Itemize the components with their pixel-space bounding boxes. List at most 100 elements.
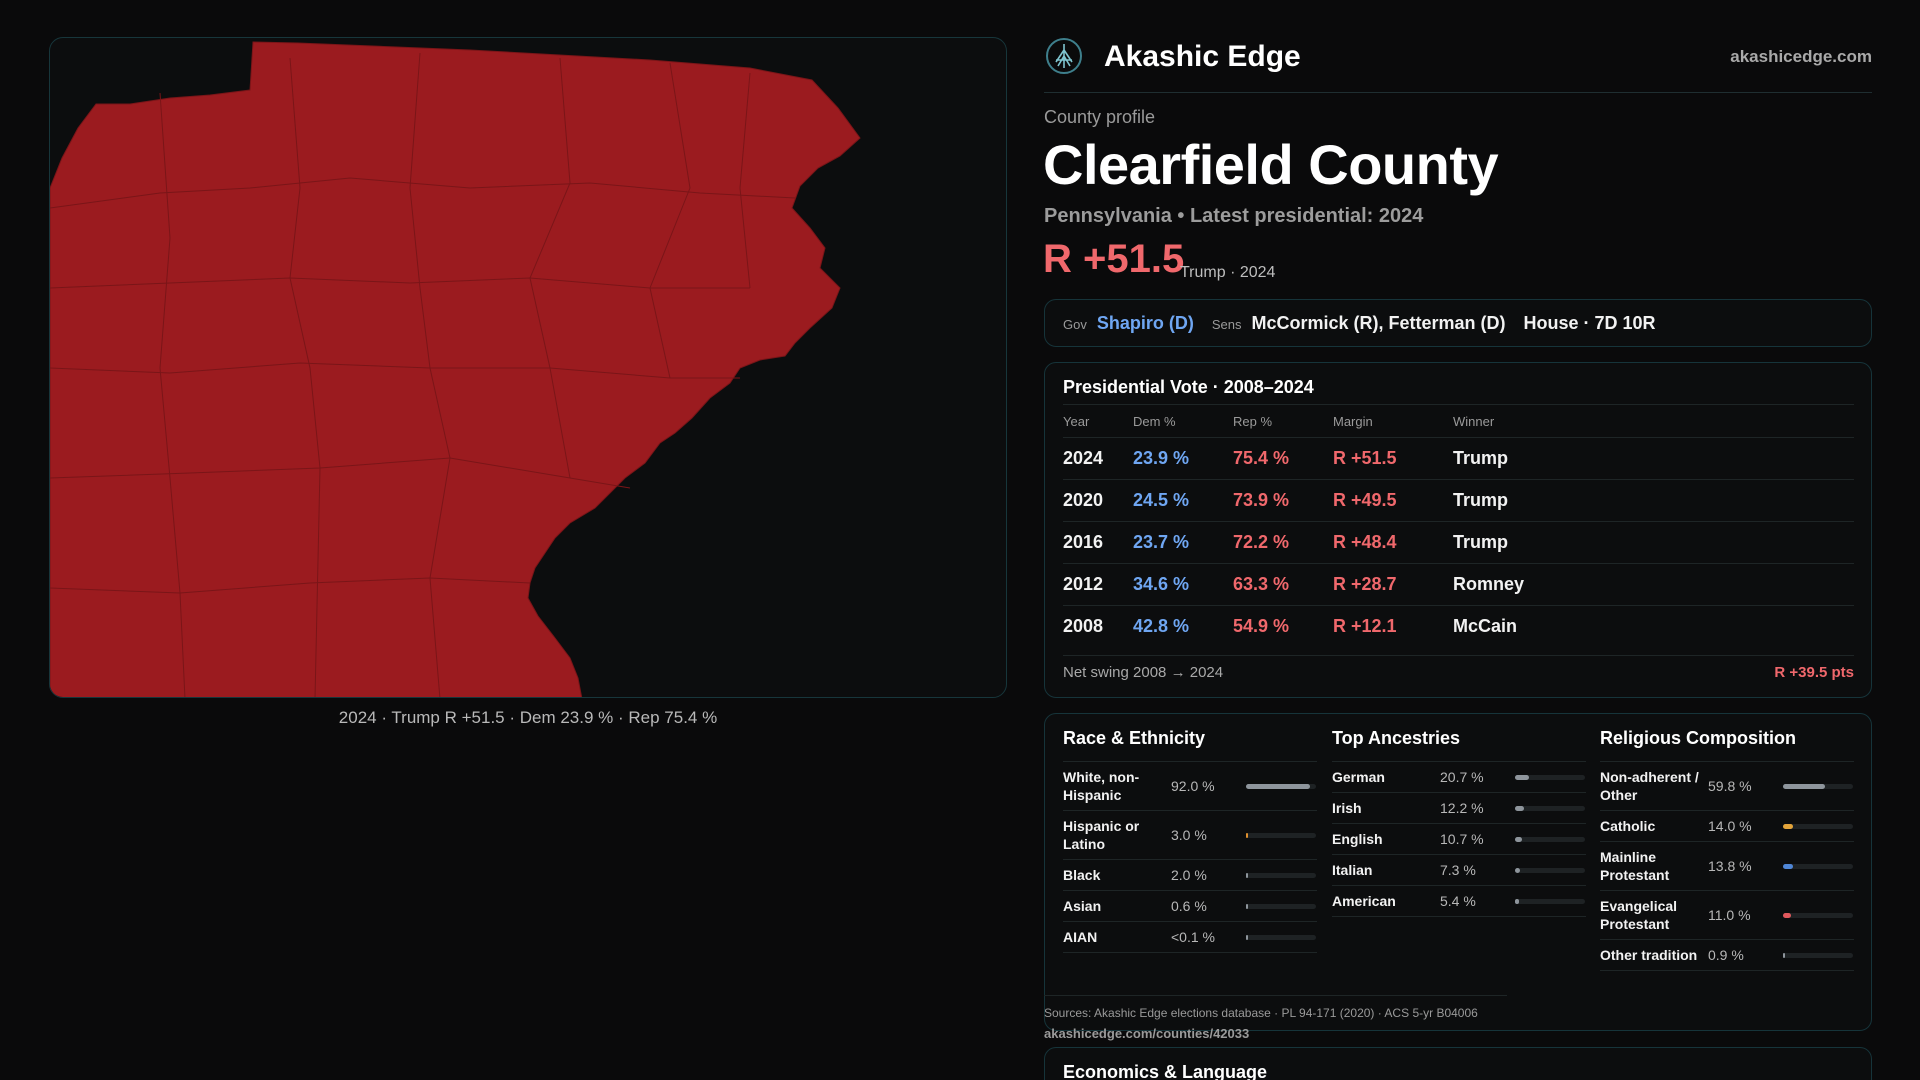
cell-year: 2008 <box>1063 616 1104 636</box>
stat-value: <0.1 % <box>1171 929 1215 945</box>
cell-dem: 23.9 % <box>1133 448 1190 468</box>
cell-rep: 73.9 % <box>1233 490 1290 510</box>
stat-row: English 10.7 % <box>1332 824 1586 855</box>
house-value: House · 7D 10R <box>1523 313 1656 333</box>
stat-label: White, non-Hispanic <box>1063 769 1140 803</box>
stat-value: 0.6 % <box>1171 898 1207 914</box>
precinct-lines <box>50 52 796 697</box>
stat-value: 59.8 % <box>1708 778 1752 794</box>
table-header: Year Dem % Rep % Margin Winner <box>1063 404 1854 437</box>
table-row: 2016 23.7 % 72.2 % R +48.4 Trump <box>1063 521 1854 563</box>
race-column: Race & Ethnicity White, non-Hispanic 92.0… <box>1063 728 1317 953</box>
stat-row: Italian 7.3 % <box>1332 855 1586 886</box>
col-rep: Rep % <box>1233 413 1273 429</box>
stat-row: Asian 0.6 % <box>1063 891 1317 922</box>
stat-bar-fill <box>1783 912 1791 918</box>
stat-label: German <box>1332 769 1385 785</box>
stat-value: 14.0 % <box>1708 818 1752 834</box>
map-caption: 2024 · Trump R +51.5 · Dem 23.9 % · Rep … <box>338 708 718 727</box>
net-swing-label: Net swing 2008 → 2024 <box>1063 664 1224 681</box>
demographics-card: Race & Ethnicity White, non-Hispanic 92.0… <box>1044 713 1872 1031</box>
stat-bar-fill <box>1515 774 1530 780</box>
stat-bar <box>1246 934 1316 940</box>
cell-margin: R +48.4 <box>1333 532 1397 552</box>
stat-label: Irish <box>1332 800 1362 816</box>
source-url-link[interactable]: akashicedge.com/counties/42033 <box>1044 1026 1250 1041</box>
stat-row: American 5.4 % <box>1332 886 1586 917</box>
cell-winner: Trump <box>1453 532 1509 552</box>
profile-subtitle: Pennsylvania • Latest presidential: 2024 <box>1044 205 1424 227</box>
economics-card: Economics & Language <box>1044 1047 1872 1080</box>
stat-value: 3.0 % <box>1171 827 1207 843</box>
stat-value: 11.0 % <box>1708 907 1751 923</box>
col-dem: Dem % <box>1133 413 1176 429</box>
profile-kicker: County profile <box>1044 107 1156 127</box>
akashic-tree-logo-icon[interactable] <box>1044 36 1084 76</box>
stat-bar-fill <box>1783 863 1793 869</box>
ancestry-title: Top Ancestries <box>1332 728 1586 762</box>
stat-value: 5.4 % <box>1440 893 1476 909</box>
stat-bar <box>1246 832 1316 838</box>
headline-margin-note: Trump · 2024 <box>1180 264 1276 281</box>
sens-label: Sens <box>1211 317 1242 332</box>
stat-bar <box>1515 805 1585 811</box>
stat-bar <box>1246 903 1316 909</box>
cell-winner: Trump <box>1453 448 1509 468</box>
cell-rep: 75.4 % <box>1233 448 1290 468</box>
stat-row: Mainline Protestant 13.8 % <box>1600 842 1854 891</box>
presidential-title: Presidential Vote · 2008–2024 <box>1063 377 1314 397</box>
stat-row: Non-adherent / Other 59.8 % <box>1600 762 1854 811</box>
county-map[interactable] <box>50 38 1007 698</box>
cell-dem: 34.6 % <box>1133 574 1190 594</box>
economics-title: Economics & Language <box>1063 1062 1268 1080</box>
stat-label: Mainline Protestant <box>1600 849 1670 883</box>
stat-bar <box>1515 836 1585 842</box>
stat-bar-fill <box>1246 872 1248 878</box>
stat-value: 7.3 % <box>1440 862 1476 878</box>
stat-label: Other tradition <box>1600 947 1698 963</box>
stat-bar-fill <box>1515 898 1519 904</box>
stat-row: Hispanic or Latino 3.0 % <box>1063 811 1317 860</box>
table-row: 2008 42.8 % 54.9 % R +12.1 McCain <box>1063 605 1854 647</box>
stat-bar-fill <box>1246 783 1311 789</box>
col-winner: Winner <box>1453 413 1495 429</box>
stat-value: 20.7 % <box>1440 769 1484 785</box>
stat-bar-fill <box>1783 952 1785 958</box>
cell-dem: 23.7 % <box>1133 532 1190 552</box>
stat-bar <box>1515 774 1585 780</box>
stat-label: Non-adherent / Other <box>1600 769 1699 803</box>
cell-winner: McCain <box>1453 616 1518 636</box>
stat-value: 92.0 % <box>1171 778 1215 794</box>
stat-bar-fill <box>1783 823 1793 829</box>
sources-note: Sources: Akashic Edge elections database… <box>1044 995 1507 1020</box>
cell-margin: R +28.7 <box>1333 574 1397 594</box>
cell-rep: 54.9 % <box>1233 616 1290 636</box>
stat-row: Other tradition 0.9 % <box>1600 940 1854 971</box>
stat-row: Evangelical Protestant 11.0 % <box>1600 891 1854 940</box>
county-map-panel[interactable] <box>49 37 1007 698</box>
county-shape[interactable] <box>50 41 861 698</box>
cell-dem: 42.8 % <box>1133 616 1190 636</box>
stat-bar <box>1246 783 1316 789</box>
cell-margin: R +51.5 <box>1333 448 1397 468</box>
stat-bar-fill <box>1246 903 1248 909</box>
stat-label: English <box>1332 831 1383 847</box>
brand-name[interactable]: Akashic Edge <box>1104 40 1301 73</box>
stat-label: American <box>1332 893 1396 909</box>
religion-column: Religious Composition Non-adherent / Oth… <box>1600 728 1854 971</box>
stat-bar <box>1515 898 1585 904</box>
cell-year: 2012 <box>1063 574 1104 594</box>
table-row: 2020 24.5 % 73.9 % R +49.5 Trump <box>1063 479 1854 521</box>
stat-bar <box>1246 872 1316 878</box>
site-link[interactable]: akashicedge.com <box>1730 47 1872 66</box>
cell-year: 2020 <box>1063 490 1104 510</box>
stat-label: Black <box>1063 867 1101 883</box>
stat-bar <box>1515 867 1585 873</box>
stat-bar <box>1783 783 1853 789</box>
stat-bar-fill <box>1515 805 1524 811</box>
table-row: 2012 34.6 % 63.3 % R +28.7 Romney <box>1063 563 1854 605</box>
ancestry-column: Top Ancestries German 20.7 % Irish 12.2 % En… <box>1332 728 1586 917</box>
stat-row: German 20.7 % <box>1332 762 1586 793</box>
stat-row: Irish 12.2 % <box>1332 793 1586 824</box>
gov-value: Shapiro (D) <box>1096 313 1194 333</box>
